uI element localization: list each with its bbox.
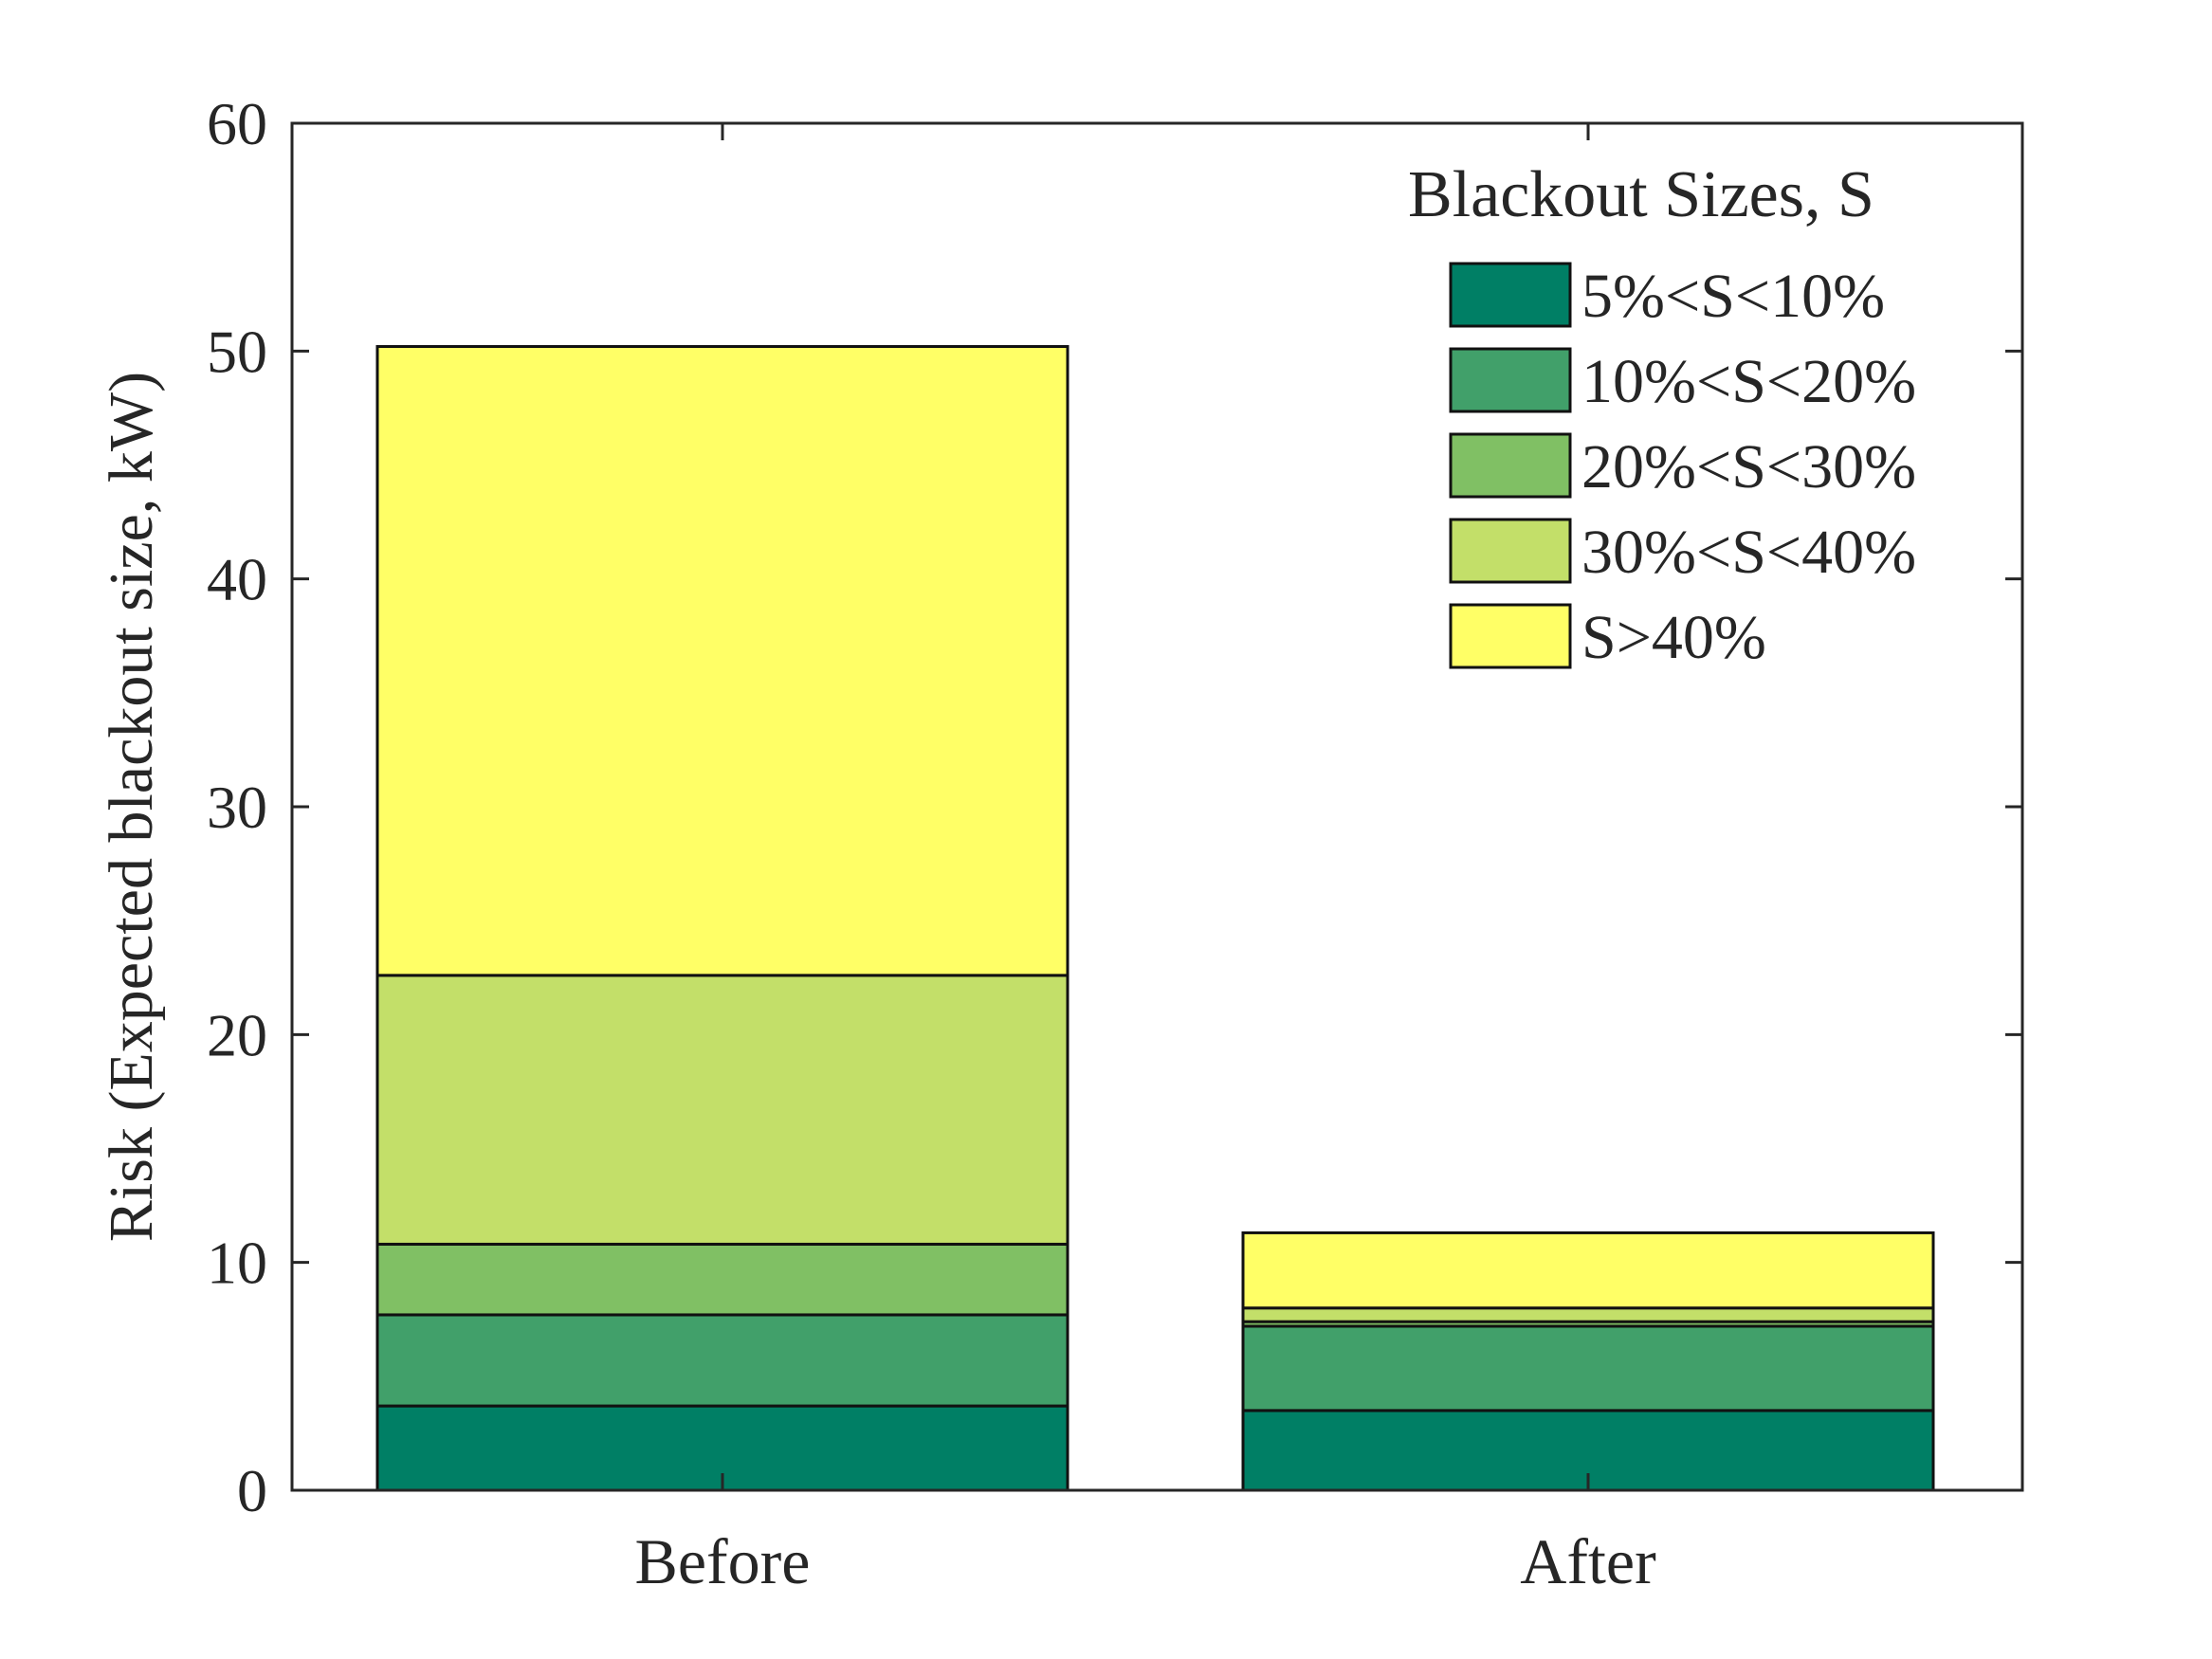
ytick-label-2: 20: [207, 1001, 267, 1068]
legend: Blackout Sizes, S 5%<S<10% 10%<S<20% 20%<S…: [1408, 158, 1916, 672]
y-axis-label: Risk (Expected blackout size, kW): [97, 372, 166, 1242]
bar-segment-after-3: [1241, 1306, 1935, 1323]
bar-segment-before-2: [375, 1242, 1069, 1317]
ticks-group: 0 10 20 30 40 50 60 Before After: [207, 90, 2022, 1597]
bar-segment-before-3: [375, 974, 1069, 1246]
legend-title: Blackout Sizes, S: [1408, 158, 1874, 231]
legend-swatch-0: [1449, 262, 1572, 328]
ytick-label-6: 60: [207, 90, 267, 157]
legend-label-0: 5%<S<10%: [1581, 262, 1885, 331]
ytick-label-4: 40: [207, 546, 267, 613]
bars-group: [375, 345, 1935, 1492]
legend-swatch-3: [1449, 518, 1572, 584]
ytick-label-3: 30: [207, 774, 267, 841]
legend-label-4: S>40%: [1581, 603, 1766, 672]
legend-label-3: 30%<S<40%: [1581, 518, 1916, 587]
legend-swatch-4: [1449, 603, 1572, 669]
legend-swatch-1: [1449, 347, 1572, 413]
ytick-label-5: 50: [207, 318, 267, 385]
legend-swatch-2: [1449, 432, 1572, 499]
xtick-label-before: Before: [634, 1525, 810, 1597]
legend-label-2: 20%<S<30%: [1581, 432, 1916, 501]
ytick-label-0: 0: [237, 1457, 267, 1524]
ytick-label-1: 10: [207, 1230, 267, 1297]
bar-segment-before-1: [375, 1313, 1069, 1408]
legend-label-1: 10%<S<20%: [1581, 347, 1916, 416]
bar-segment-after-4: [1241, 1231, 1935, 1310]
xtick-label-after: After: [1520, 1525, 1656, 1597]
bar-segment-before-4: [375, 345, 1069, 977]
bar-segment-after-1: [1241, 1324, 1935, 1413]
